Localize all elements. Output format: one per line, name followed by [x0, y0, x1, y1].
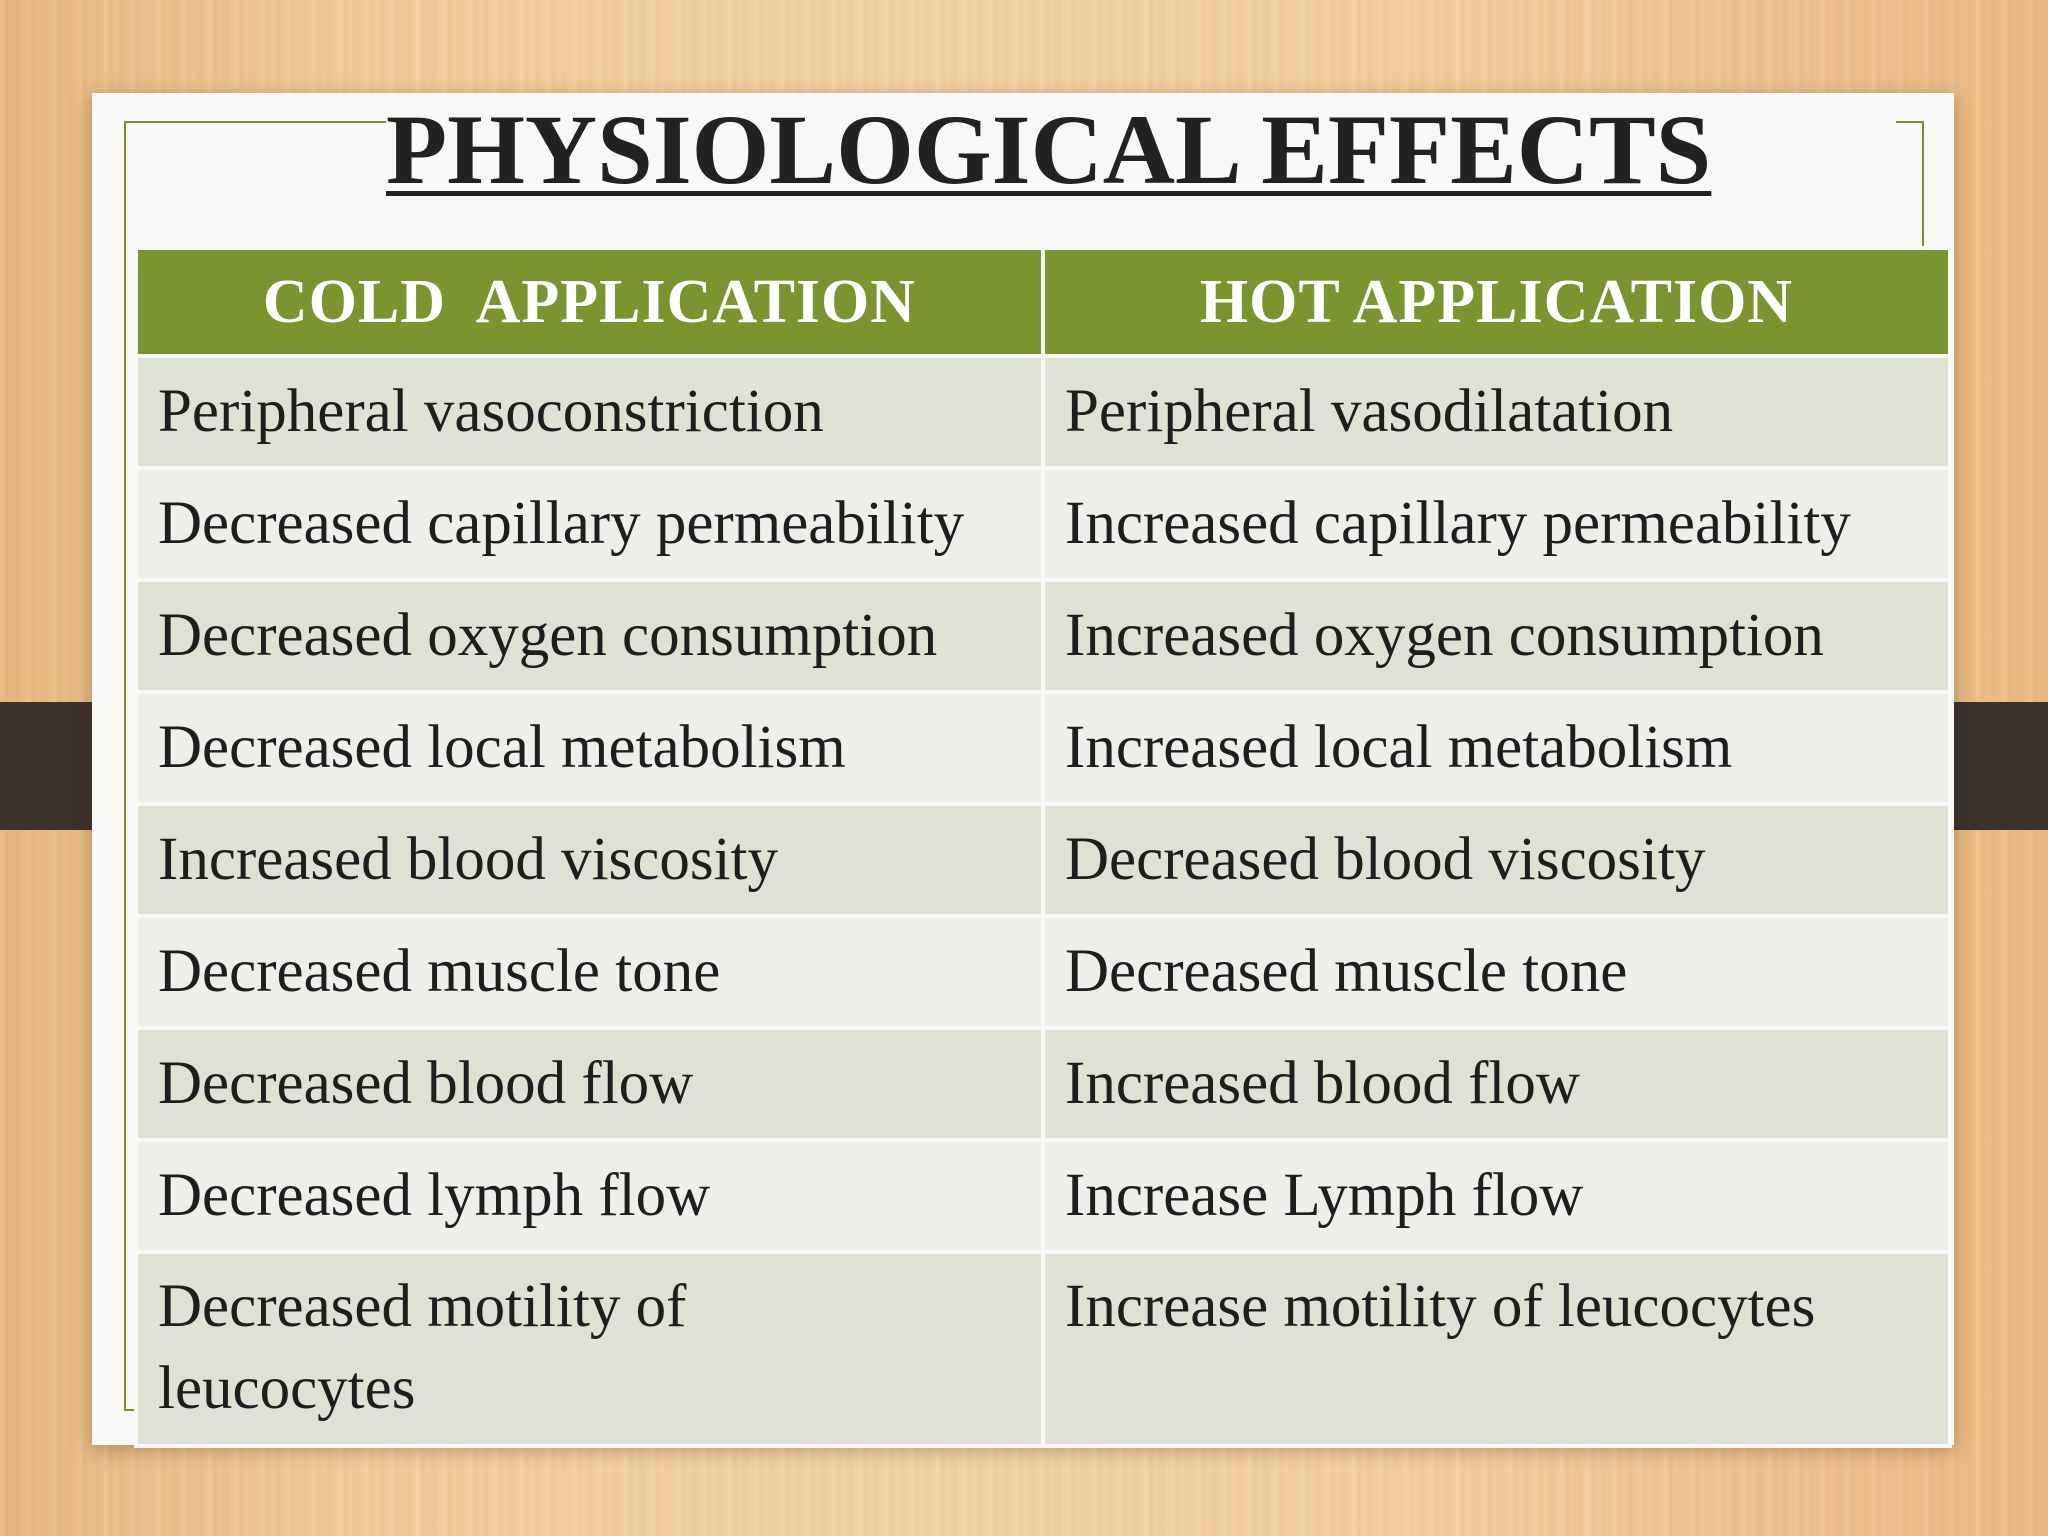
table-row: Decreased local metabolism Increased loc…	[138, 694, 1948, 802]
table-row: Decreased muscle tone Decreased muscle t…	[138, 918, 1948, 1026]
hot-effect-cell: Increase motility of leucocytes	[1045, 1254, 1948, 1444]
slide-title: PHYSIOLOGICAL EFFECTS	[386, 95, 1896, 205]
header-hot-application: HOT APPLICATION	[1045, 250, 1948, 354]
hot-effect-cell: Decreased muscle tone	[1045, 918, 1948, 1026]
table-row: Increased blood viscosity Decreased bloo…	[138, 806, 1948, 914]
effects-table: COLD APPLICATION HOT APPLICATION Periphe…	[134, 246, 1952, 1448]
cold-effect-cell: Decreased oxygen consumption	[138, 582, 1041, 690]
hot-effect-cell: Decreased blood viscosity	[1045, 806, 1948, 914]
table-row: Decreased oxygen consumption Increased o…	[138, 582, 1948, 690]
cold-effect-cell: Decreased motility of leucocytes	[138, 1254, 1041, 1444]
cold-effect-cell: Decreased muscle tone	[138, 918, 1041, 1026]
cold-effect-cell: Decreased blood flow	[138, 1030, 1041, 1138]
cold-effect-cell: Increased blood viscosity	[138, 806, 1041, 914]
cold-effect-cell: Peripheral vasoconstriction	[138, 358, 1041, 466]
cold-effect-cell: Decreased local metabolism	[138, 694, 1041, 802]
hot-effect-cell: Increased blood flow	[1045, 1030, 1948, 1138]
header-cold-application: COLD APPLICATION	[138, 250, 1041, 354]
table-row: Decreased motility of leucocytes Increas…	[138, 1254, 1948, 1444]
table-row: Peripheral vasoconstriction Peripheral v…	[138, 358, 1948, 466]
table-row: Decreased blood flow Increased blood flo…	[138, 1030, 1948, 1138]
table-header-row: COLD APPLICATION HOT APPLICATION	[138, 250, 1948, 354]
table-row: Decreased lymph flow Increase Lymph flow	[138, 1142, 1948, 1250]
hot-effect-cell: Increased capillary permeability	[1045, 470, 1948, 578]
hot-effect-cell: Peripheral vasodilatation	[1045, 358, 1948, 466]
hot-effect-cell: Increased oxygen consumption	[1045, 582, 1948, 690]
cold-effect-cell: Decreased capillary permeability	[138, 470, 1041, 578]
hot-effect-cell: Increase Lymph flow	[1045, 1142, 1948, 1250]
cold-effect-cell: Decreased lymph flow	[138, 1142, 1041, 1250]
hot-effect-cell: Increased local metabolism	[1045, 694, 1948, 802]
table-row: Decreased capillary permeability Increas…	[138, 470, 1948, 578]
